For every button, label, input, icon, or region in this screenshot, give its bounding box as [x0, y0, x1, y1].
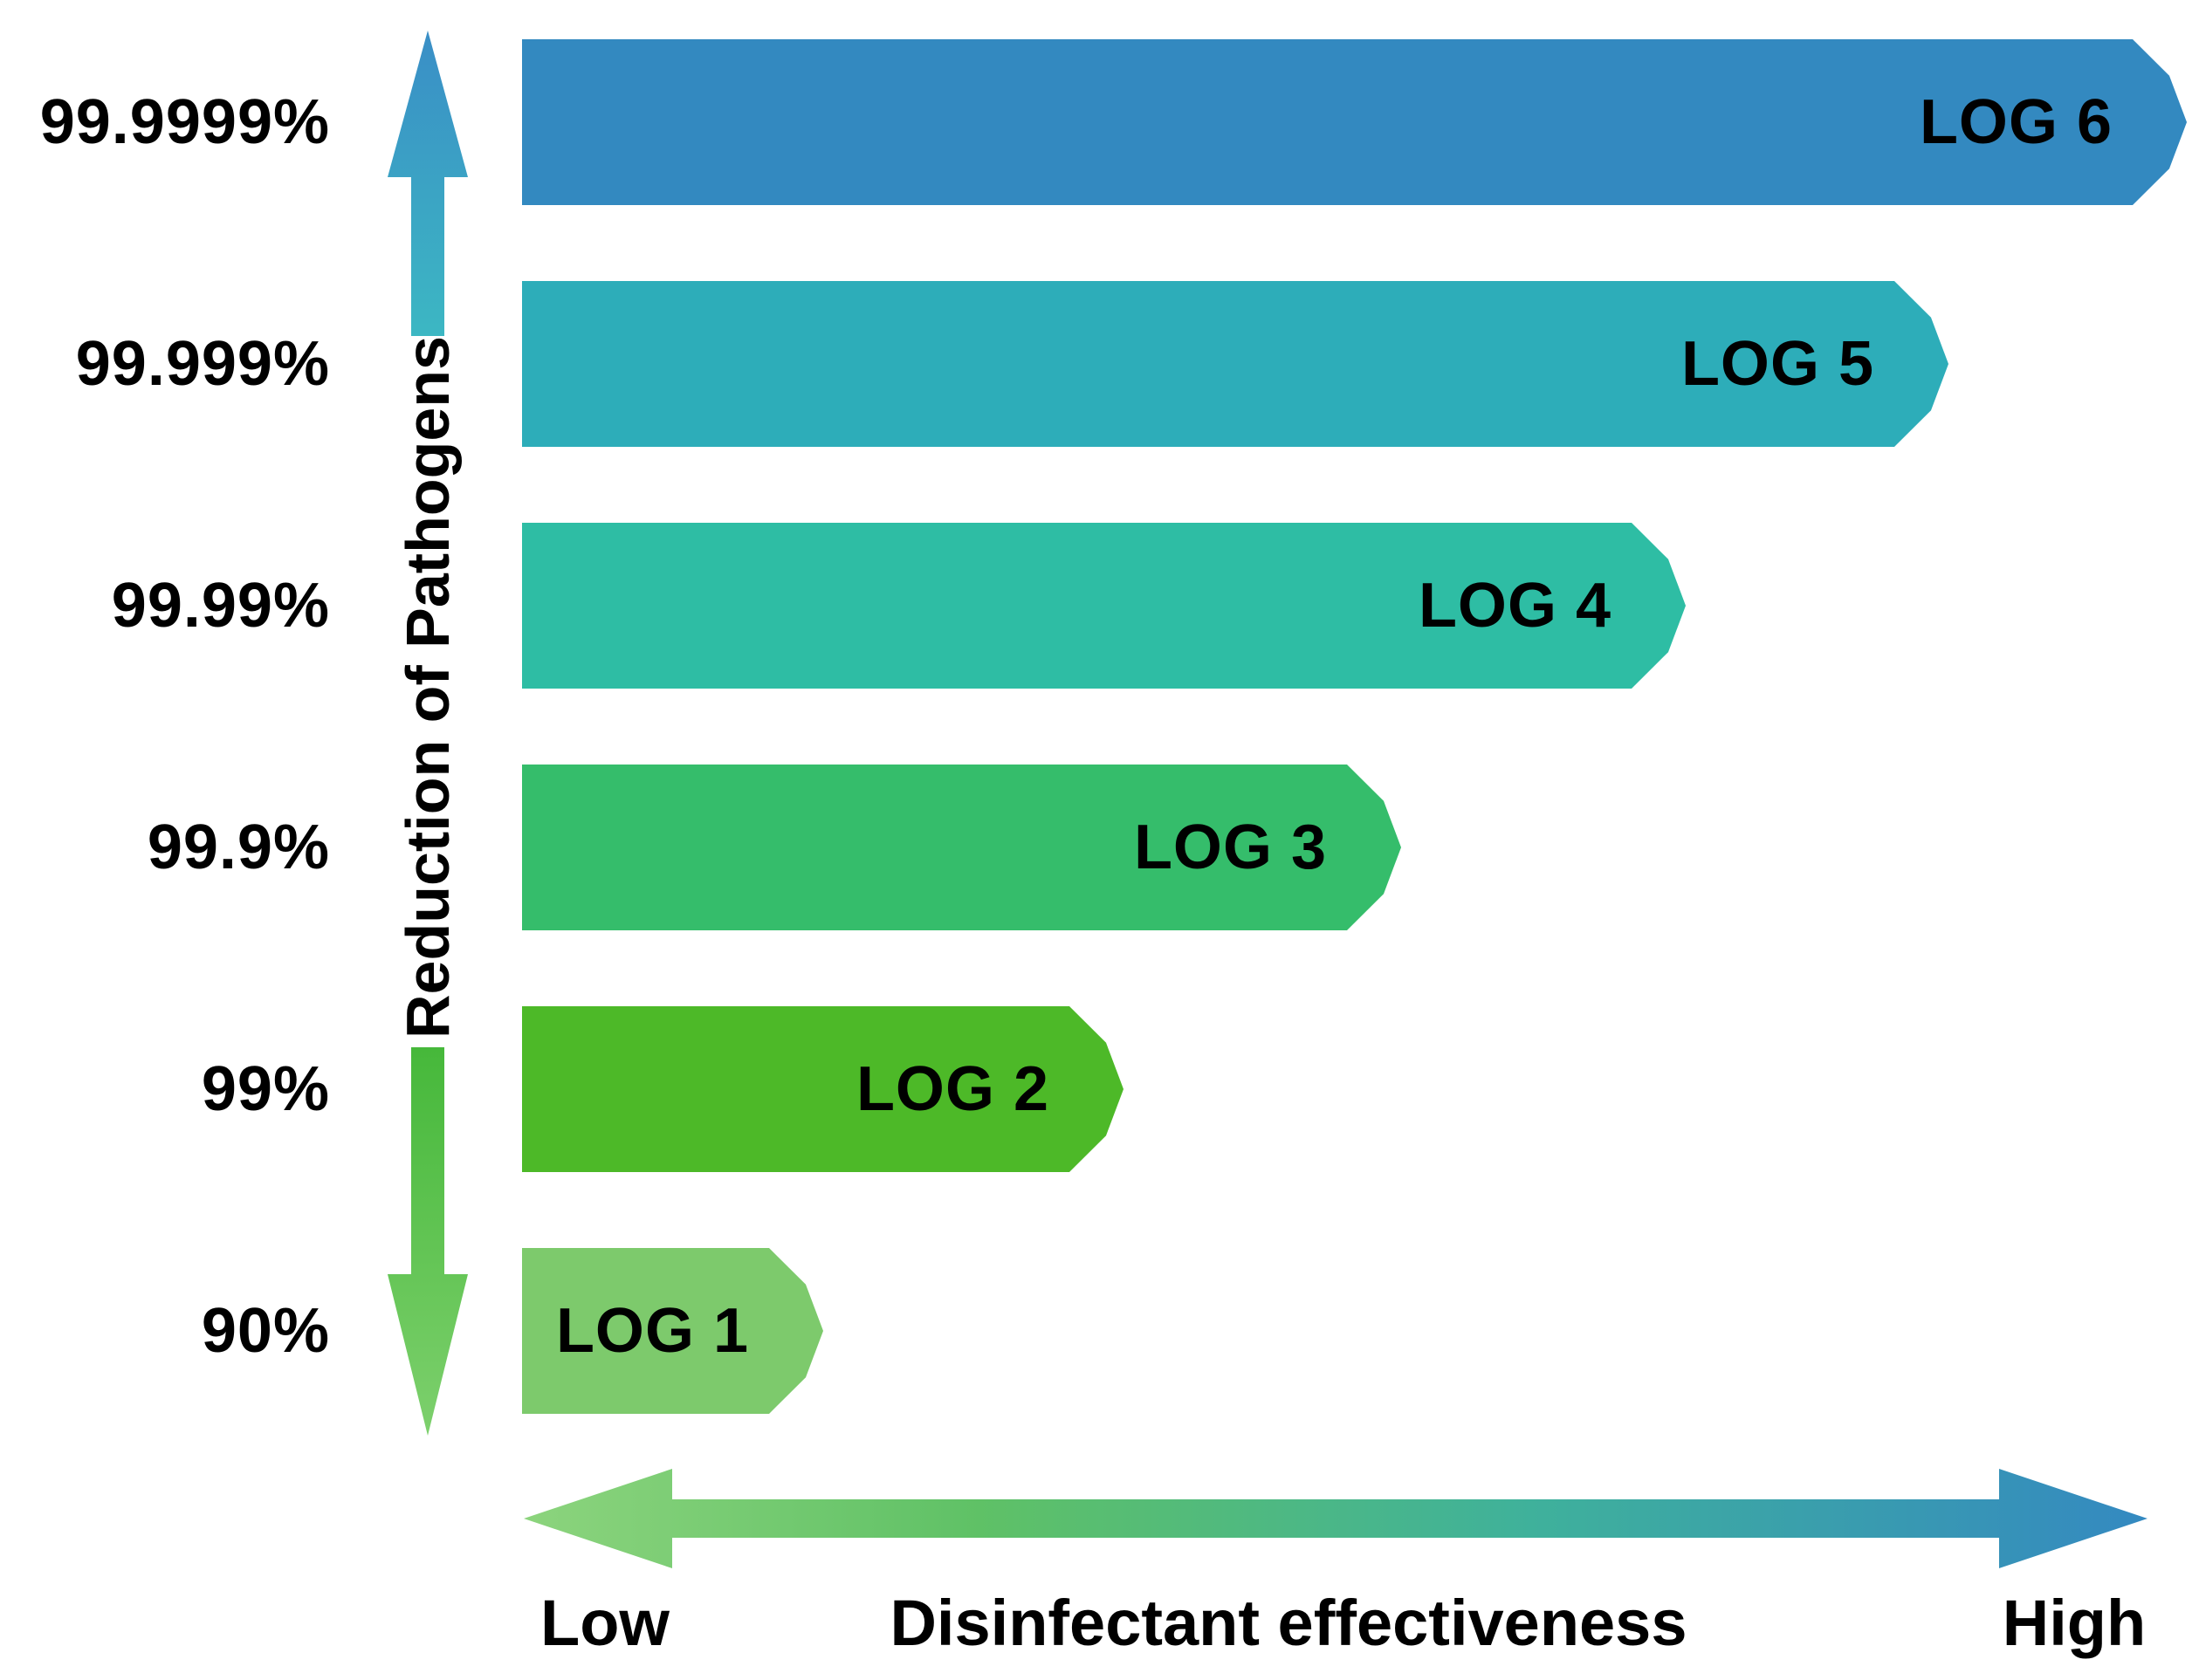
y-axis-arrow-up-icon	[388, 31, 468, 336]
bar-label: LOG 6	[1919, 87, 2113, 157]
reduction-percent-label: 99.9%	[147, 813, 330, 882]
reduction-percent-label: 99%	[201, 1054, 330, 1124]
x-axis-double-arrow-icon	[524, 1469, 2147, 1568]
reduction-percent-label: 99.99%	[111, 571, 330, 641]
chart-row: 99.9% LOG 3	[0, 765, 2199, 930]
x-axis-label: Disinfectant effectiveness	[890, 1587, 1687, 1659]
chart-row: 99.9999% LOG 6	[0, 39, 2199, 205]
bar-label: LOG 1	[555, 1296, 749, 1366]
log-bar-2: LOG 2	[522, 1006, 1124, 1172]
reduction-percent-label: 99.9999%	[39, 87, 330, 157]
x-axis-high-label: High	[2002, 1587, 2147, 1659]
y-axis-arrow-down-icon	[388, 1047, 468, 1436]
log-bar-1: LOG 1	[522, 1248, 823, 1414]
bar-label: LOG 4	[1418, 571, 1611, 641]
bar-label: LOG 3	[1133, 813, 1327, 882]
bar-label: LOG 5	[1680, 329, 1874, 399]
chart-row: 99% LOG 2	[0, 1006, 2199, 1172]
log-bar-5: LOG 5	[522, 281, 1948, 447]
reduction-percent-label: 99.999%	[75, 329, 330, 399]
chart-row: 90% LOG 1	[0, 1248, 2199, 1414]
chart-row: 99.99% LOG 4	[0, 523, 2199, 689]
log-bar-3: LOG 3	[522, 765, 1401, 930]
y-axis-label: Reduction of Pathogens	[394, 336, 462, 1039]
x-axis-low-label: Low	[540, 1587, 670, 1659]
log-bar-6: LOG 6	[522, 39, 2187, 205]
log-bar-4: LOG 4	[522, 523, 1686, 689]
reduction-percent-label: 90%	[201, 1296, 330, 1366]
chart-row: 99.999% LOG 5	[0, 281, 2199, 447]
bar-label: LOG 2	[856, 1054, 1049, 1124]
